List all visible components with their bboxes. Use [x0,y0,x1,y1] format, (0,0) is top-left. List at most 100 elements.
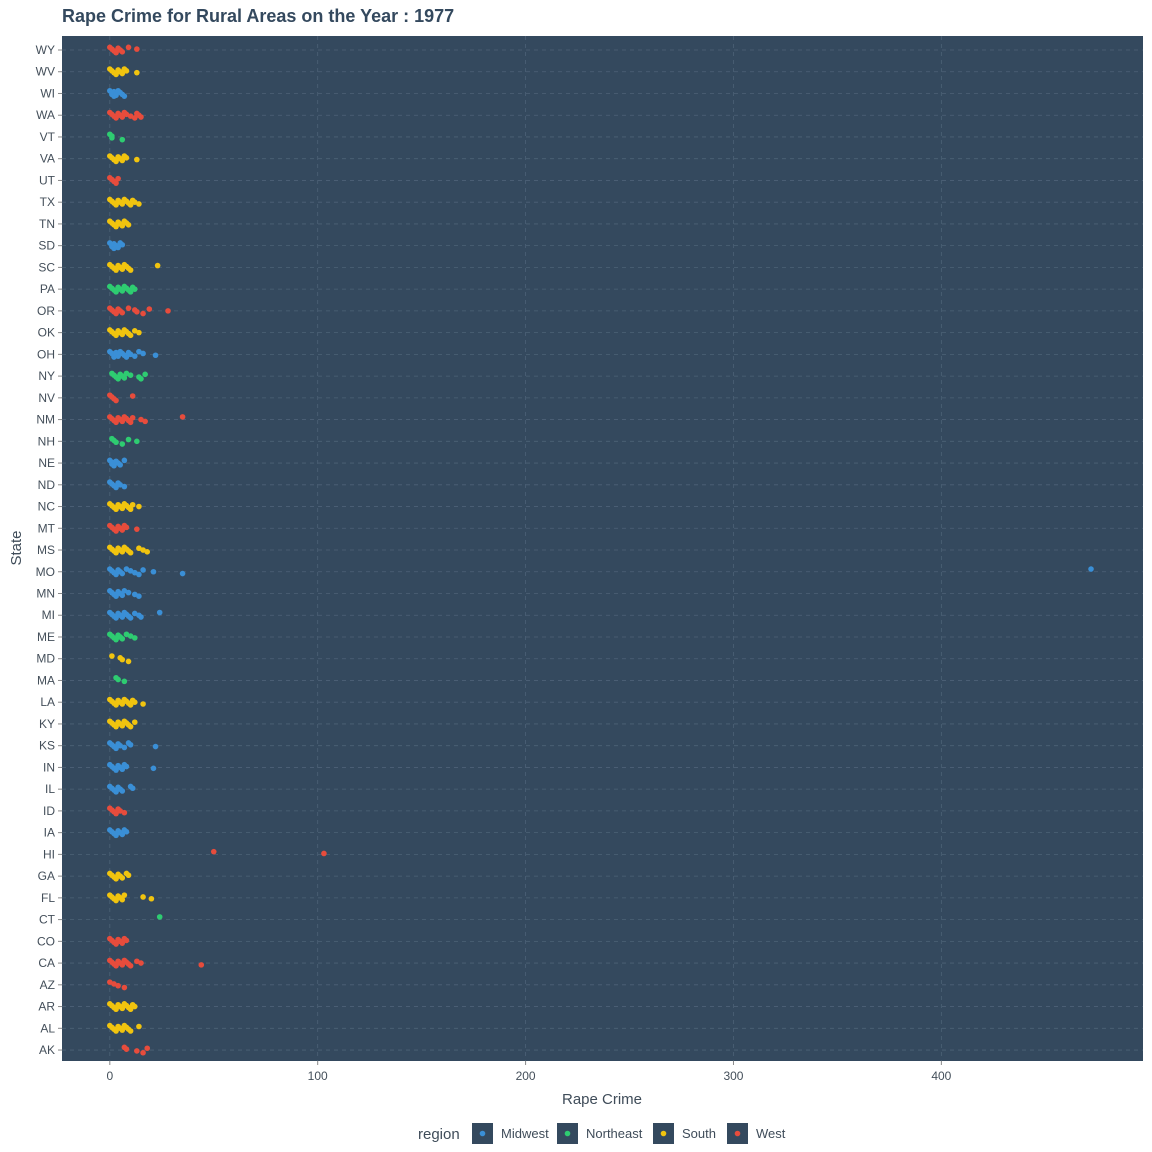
data-point [127,289,134,295]
legend-marker [734,1130,741,1137]
data-point [125,872,132,879]
data-point [119,570,126,577]
data-point [123,524,130,531]
y-tick-label: IL [45,782,55,796]
data-point [119,875,126,881]
data-point [119,201,126,207]
data-point [119,549,126,555]
data-point [115,982,121,989]
data-point [121,892,128,898]
data-point [129,414,136,421]
data-point [119,222,126,229]
data-point [119,331,126,338]
data-point [113,310,119,317]
data-point [210,848,217,855]
data-point [113,332,119,339]
data-point [121,744,128,751]
data-point [179,414,186,420]
data-point [121,984,128,991]
data-point [115,376,121,382]
y-tick-label: WI [40,86,55,100]
data-point [127,723,134,730]
data-point [138,960,144,966]
y-tick-label: LA [40,695,55,709]
data-point [131,353,138,359]
y-tick-label: ME [37,630,55,644]
data-point [119,49,126,55]
y-tick-label: VT [40,130,56,144]
data-point [131,286,138,292]
y-tick-label: AL [40,1021,55,1035]
data-point [113,593,119,599]
data-point [113,223,119,230]
data-point [113,876,119,882]
data-point [140,310,146,317]
data-point [138,614,144,620]
y-tick-label: WY [36,43,55,57]
data-point [142,371,148,378]
data-point [119,266,126,273]
data-point [119,896,126,903]
plot-panel [62,36,1143,1061]
data-point [125,436,132,443]
data-point [123,155,130,161]
data-point [123,828,130,835]
data-point [152,352,159,359]
data-point [119,831,126,838]
data-point [136,1023,142,1030]
y-tick-label: MN [36,587,55,601]
legend-label: South [682,1126,716,1141]
data-point [113,723,119,730]
x-tick-label: 100 [308,1069,328,1083]
data-point [150,765,157,772]
y-tick-label: ND [38,478,56,492]
data-point [113,528,119,534]
data-point [127,962,134,969]
data-point [134,69,140,76]
y-tick-label: IA [44,826,55,840]
data-point [119,722,126,729]
data-point [109,653,115,659]
data-point [127,372,134,379]
y-tick-label: NM [36,413,55,427]
y-tick-label: UT [39,173,56,187]
data-point [113,636,119,643]
data-point [131,719,138,725]
data-point [117,462,124,468]
y-tick-label: TX [40,195,55,209]
data-point [115,676,121,683]
data-point [138,114,144,120]
x-tick-label: 0 [106,1069,113,1083]
data-point [113,180,119,186]
data-point [121,809,128,816]
data-point [119,592,126,599]
data-point [119,241,126,248]
legend-label: Northeast [586,1126,643,1141]
data-point [119,962,126,968]
y-tick-label: KY [39,717,55,731]
data-point [179,570,186,577]
data-point [134,46,140,52]
data-point [140,701,146,707]
data-point [119,136,126,143]
data-point [113,71,119,78]
data-point [113,615,119,621]
y-tick-label: KS [39,739,55,753]
data-point [125,44,132,51]
data-point [131,1003,138,1010]
data-point [136,503,142,510]
data-point [113,1006,119,1013]
data-point [119,1005,126,1012]
data-point [119,614,126,620]
y-tick-label: MD [36,652,55,666]
data-point [113,202,119,208]
y-tick-label: VA [40,152,55,166]
data-point [113,745,119,752]
data-point [113,484,119,491]
data-point [127,332,134,339]
y-tick-label: FL [41,891,55,905]
legend-marker [479,1130,486,1137]
data-point [321,850,327,857]
data-point [113,92,119,99]
